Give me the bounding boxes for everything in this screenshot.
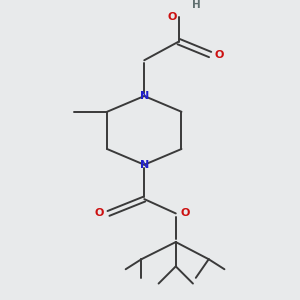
Text: H: H (192, 0, 201, 10)
Text: N: N (140, 160, 149, 170)
Text: N: N (140, 91, 149, 101)
Text: O: O (180, 208, 189, 218)
Text: O: O (214, 50, 224, 59)
Text: O: O (168, 12, 177, 22)
Text: O: O (95, 208, 104, 218)
